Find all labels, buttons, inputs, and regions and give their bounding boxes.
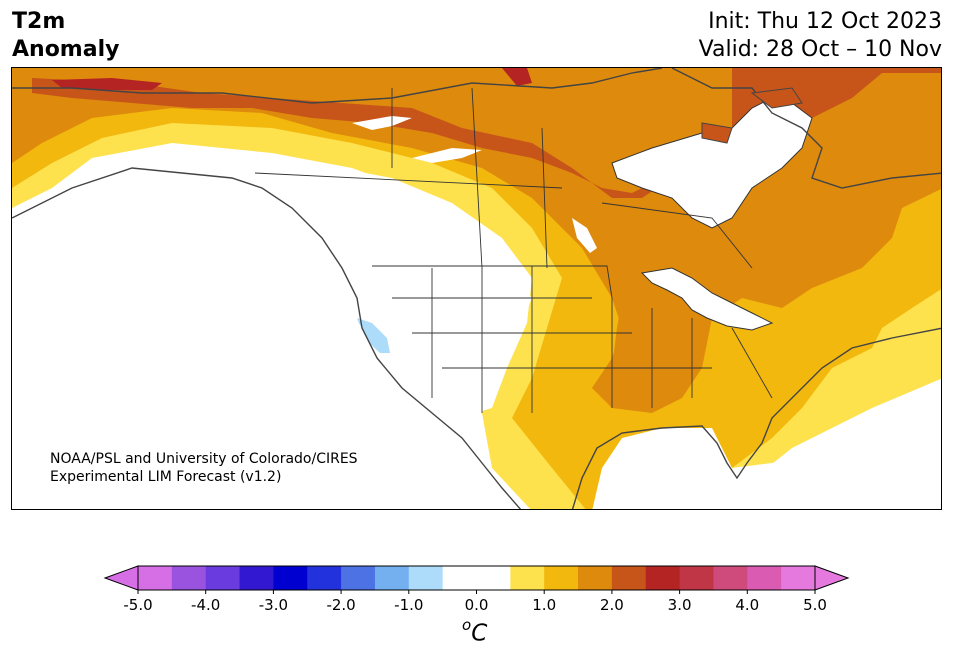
great-bear-lake [352,116,412,130]
colorbar-segment [442,566,477,590]
colorbar-tick-label: 1.0 [532,596,556,614]
lake-winnipeg [572,218,597,253]
credit-line-2: Experimental LIM Forecast (v1.2) [50,469,282,485]
colorbar-tick-label: -1.0 [394,596,423,614]
colorbar-segment [341,566,376,590]
pacific-ocean [12,218,491,509]
colorbar-segment [747,566,782,590]
colorbar-tick-label: 0.0 [465,596,489,614]
gulf-of-mexico [592,428,941,509]
colorbar-tick-label: -4.0 [191,596,220,614]
colorbar-min-extension [103,565,139,591]
colorbar-tick-label: -2.0 [326,596,355,614]
colorbar-segment [611,566,647,590]
credit-text: NOAA/PSL and University of Colorado/CIRE… [50,450,358,486]
map-title: T2m Anomaly [12,8,119,64]
coastlines [12,68,941,509]
colorbar-segment [645,566,681,590]
anomaly-neutral-west [212,158,532,411]
colorbar-tick-label: -5.0 [123,596,152,614]
title-variable: T2m [12,9,66,34]
colorbar-segment [476,566,511,590]
anomaly-shade-north-red [52,78,162,90]
colorbar-tick-label: 5.0 [803,596,827,614]
colorbar-ticks: -5.0 -4.0 -3.0 -2.0 -1.0 0.0 1.0 2.0 3.0 4.0 5.0 [123,590,827,614]
colorbar-segment [713,566,748,590]
colorbar-segment [239,566,274,590]
forecast-dates: Init: Thu 12 Oct 2023 Valid: 28 Oct – 10… [699,8,942,64]
colorbar-tick-label: 2.0 [600,596,624,614]
valid-date: Valid: 28 Oct – 10 Nov [698,37,942,62]
colorbar-segment [374,566,410,590]
colorbar-segment [544,566,579,590]
colorbar-segment [408,566,444,590]
colorbar-tick-label: 3.0 [668,596,692,614]
unit-celsius: C [471,620,488,647]
colorbar-unit: oC [462,616,488,647]
init-date: Init: Thu 12 Oct 2023 [708,9,942,34]
colorbar-max-extension [814,565,850,591]
colorbar-segment [307,566,342,590]
credit-line-1: NOAA/PSL and University of Colorado/CIRE… [50,451,358,467]
colorbar-segment [781,566,816,590]
colorbar-segment [273,566,308,590]
anomaly-shade-north-red-2 [502,68,532,86]
great-slave-lake [412,148,482,163]
title-type: Anomaly [12,37,120,62]
anomaly-shade-cool [357,318,390,353]
great-lakes [640,267,774,331]
colorbar-segment [679,566,714,590]
unit-degree: o [462,616,472,634]
map-svg [12,68,941,509]
colorbar-tick-label: -3.0 [259,596,288,614]
colorbar-segment [578,566,613,590]
arctic-islands [701,87,803,144]
state-borders [254,87,773,413]
anomaly-map: NOAA/PSL and University of Colorado/CIRE… [11,67,942,510]
colorbar-segment [171,566,207,590]
colorbar-segment [138,566,173,590]
colorbar-segment [510,566,545,590]
colorbar-outline [137,565,816,591]
colorbar-tick-label: 4.0 [735,596,759,614]
anomaly-shade-3c-south [612,283,702,388]
colorbar-segments [138,566,816,590]
colorbar-segment [205,566,241,590]
